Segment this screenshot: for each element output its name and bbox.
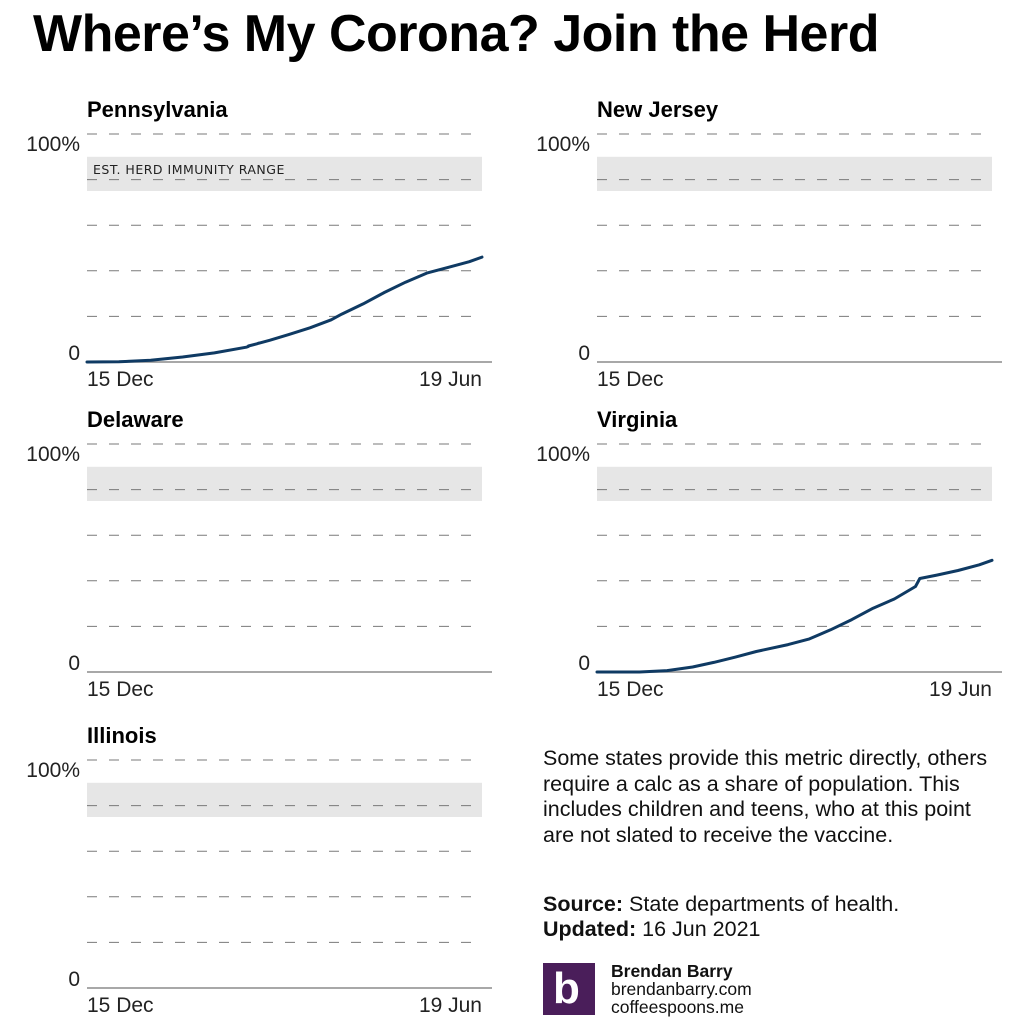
x-tick-label-start: 15 Dec	[597, 368, 664, 391]
x-tick-label-start: 15 Dec	[87, 368, 154, 391]
source-block: Source: State departments of health. Upd…	[543, 892, 899, 942]
herd-immunity-band	[597, 156, 992, 191]
y-tick-label-bottom: 0	[68, 968, 80, 991]
x-tick-label-start: 15 Dec	[87, 994, 154, 1017]
herd-immunity-band	[87, 782, 482, 817]
source-text: State departments of health.	[629, 892, 900, 916]
chart-title: Illinois	[87, 723, 157, 748]
herd-immunity-band	[597, 466, 992, 501]
x-tick-label-start: 15 Dec	[87, 678, 154, 701]
brand-logo: b	[543, 963, 595, 1015]
herd-immunity-band	[87, 156, 482, 191]
methodology-note: Some states provide this metric directly…	[543, 746, 988, 847]
y-tick-label-top: 100%	[26, 443, 80, 466]
chart-pennsylvania: Pennsylvania 100% 0 15 Dec 19 Jun EST. HERD I…	[26, 97, 492, 391]
chart-title: New Jersey	[597, 97, 719, 122]
y-tick-label-bottom: 0	[578, 342, 590, 365]
chart-title: Delaware	[87, 407, 184, 432]
y-tick-label-bottom: 0	[68, 342, 80, 365]
chart-new-jersey: New Jersey 100% 0 15 Dec	[536, 97, 1002, 391]
series-line-pennsylvania	[85, 255, 484, 364]
chart-title: Pennsylvania	[87, 97, 228, 122]
y-tick-label-top: 100%	[26, 759, 80, 782]
x-tick-label-start: 15 Dec	[597, 678, 664, 701]
y-tick-label-top: 100%	[536, 443, 590, 466]
x-tick-label-end: 19 Jun	[419, 994, 482, 1017]
chart-title: Virginia	[597, 407, 678, 432]
brand-site-2[interactable]: coffeespoons.me	[611, 997, 744, 1017]
source-label: Source:	[543, 892, 624, 916]
updated-text: 16 Jun 2021	[642, 917, 761, 941]
x-tick-label-end: 19 Jun	[419, 368, 482, 391]
herd-immunity-band-label: EST. HERD IMMUNITY RANGE	[93, 162, 285, 177]
y-tick-label-bottom: 0	[68, 652, 80, 675]
herd-immunity-band	[87, 466, 482, 501]
chart-illinois: Illinois 100% 0 15 Dec 19 Jun	[26, 723, 492, 1017]
series-line-virginia	[595, 558, 994, 674]
chart-virginia: Virginia 100% 0 15 Dec 19 Jun	[536, 407, 1002, 701]
brand-text: Brendan Barry brendanbarry.com coffeespo…	[611, 962, 752, 1016]
brand-logo-dot	[566, 969, 573, 976]
brand-block: b Brendan Barry brendanbarry.com coffees…	[543, 962, 752, 1016]
updated-label: Updated:	[543, 917, 637, 941]
y-tick-label-top: 100%	[536, 133, 590, 156]
source-line: Source: State departments of health.	[543, 892, 899, 917]
updated-line: Updated: 16 Jun 2021	[543, 917, 899, 942]
brand-site-1[interactable]: brendanbarry.com	[611, 979, 752, 999]
x-tick-label-end: 19 Jun	[929, 678, 992, 701]
chart-delaware: Delaware 100% 0 15 Dec	[26, 407, 492, 701]
y-tick-label-bottom: 0	[578, 652, 590, 675]
page-title: Where’s My Corona? Join the Herd	[33, 5, 879, 63]
y-tick-label-top: 100%	[26, 133, 80, 156]
brand-name: Brendan Barry	[611, 961, 733, 981]
